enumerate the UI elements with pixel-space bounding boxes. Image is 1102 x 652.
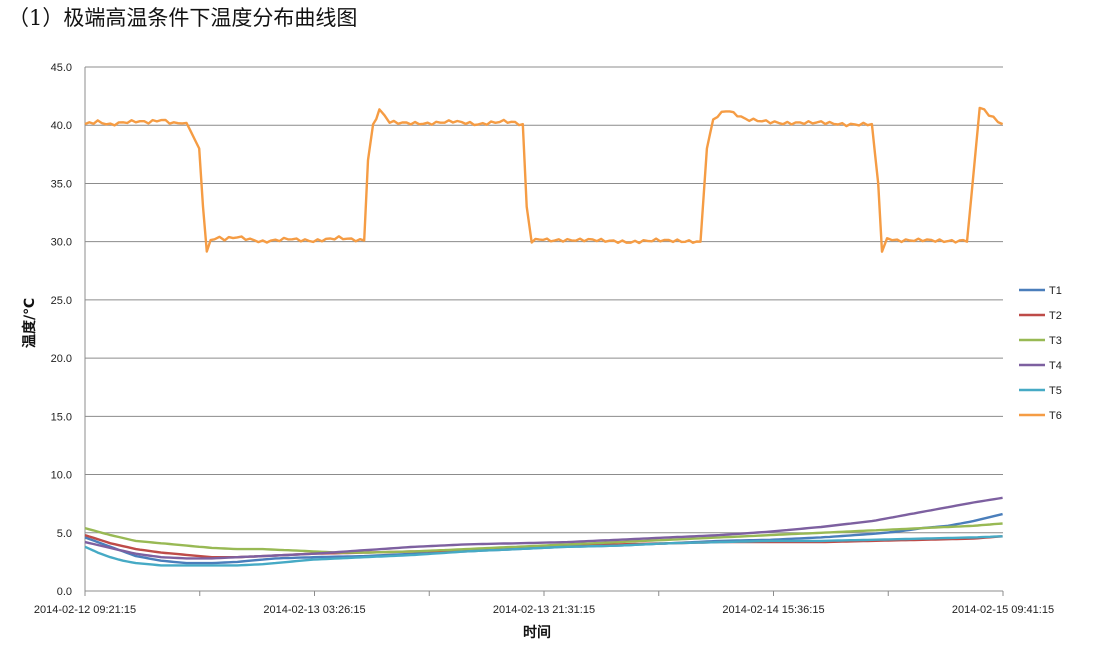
legend-label-t2: T2 (1049, 310, 1062, 322)
series-line-t4 (84, 496, 1003, 560)
series-line-t5 (84, 535, 1003, 567)
x-tick-label: 2014-02-14 15:36:15 (722, 604, 824, 616)
x-tick-label: 2014-02-15 09:41:15 (952, 604, 1054, 616)
legend-label-t6: T6 (1049, 410, 1062, 422)
y-tick-label: 20.0 (51, 353, 72, 365)
y-tick-label: 40.0 (51, 120, 72, 132)
y-tick-label: 30.0 (51, 237, 72, 249)
page-heading: （1）极端高温条件下温度分布曲线图 (8, 6, 358, 30)
x-tick-label: 2014-02-13 21:31:15 (493, 604, 595, 616)
x-axis-title: 时间 (523, 624, 551, 641)
x-tick-label: 2014-02-13 03:26:15 (263, 604, 365, 616)
y-tick-label: 5.0 (57, 528, 72, 540)
legend: T1 T2 T3 T4 T5 T6 (1019, 285, 1062, 422)
legend-label-t1: T1 (1049, 285, 1062, 297)
legend-label-t5: T5 (1049, 385, 1062, 397)
legend-label-t3: T3 (1049, 335, 1062, 347)
y-tick-label: 45.0 (51, 62, 72, 74)
y-tick-label: 15.0 (51, 411, 72, 423)
tick-layer: 0.0 5.0 10.0 15.0 20.0 25.0 30.0 35.0 40.0 45.0 20… (34, 62, 1054, 616)
y-tick-label: 0.0 (57, 586, 72, 598)
grid-layer (84, 66, 1004, 596)
series-line-t3 (84, 522, 1003, 554)
legend-label-t4: T4 (1049, 360, 1062, 372)
x-tick-label: 2014-02-12 09:21:15 (34, 604, 136, 616)
y-axis-title: 温度/℃ (21, 298, 38, 348)
y-tick-label: 10.0 (51, 470, 72, 482)
series-layer (84, 106, 1004, 567)
series-line-t6 (84, 106, 1004, 253)
y-tick-label: 35.0 (51, 178, 72, 190)
y-tick-label: 25.0 (51, 295, 72, 307)
